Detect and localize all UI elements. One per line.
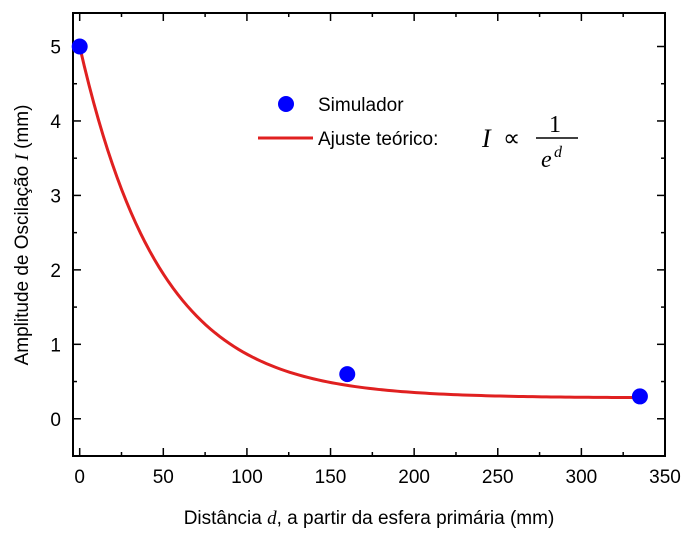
plot-frame — [72, 12, 666, 457]
legend-marker-simulador — [278, 96, 294, 112]
x-tick-label: 50 — [153, 467, 174, 488]
data-points — [71, 38, 648, 405]
legend-formula-exponent: d — [554, 144, 563, 161]
legend: Simulador Ajuste teórico: I ∝ 1 e d — [258, 95, 578, 173]
y-tick-label: 1 — [50, 335, 61, 356]
y-tick-label: 5 — [50, 38, 61, 59]
legend-label-simulador: Simulador — [318, 95, 404, 116]
fit-curve — [78, 46, 640, 400]
y-axis-ticks: 0 1 2 3 4 5 — [50, 38, 665, 457]
x-axis-label: Distância d, a partir da esfera primária… — [184, 508, 555, 529]
y-tick-label: 4 — [50, 112, 61, 133]
x-tick-label: 350 — [649, 467, 681, 488]
x-tick-label: 150 — [315, 467, 347, 488]
x-axis-ticks: 0 50 100 150 200 250 300 350 — [74, 13, 681, 488]
x-tick-label: 100 — [231, 467, 263, 488]
y-tick-label: 3 — [50, 186, 61, 207]
x-tick-label: 0 — [74, 467, 85, 488]
legend-formula-op: ∝ — [503, 126, 520, 152]
y-axis-label: Amplitude de Oscilação I (mm) — [12, 105, 33, 366]
y-tick-label: 0 — [50, 410, 61, 431]
legend-label-ajuste: Ajuste teórico: — [318, 129, 438, 150]
data-point-simulador — [631, 388, 648, 405]
legend-formula-numerator: 1 — [549, 112, 561, 138]
data-point-simulador — [71, 38, 88, 55]
y-tick-label: 2 — [50, 261, 61, 282]
legend-formula-lhs: I — [481, 124, 492, 153]
x-tick-label: 200 — [398, 467, 430, 488]
x-tick-label: 250 — [482, 467, 514, 488]
x-tick-label: 300 — [566, 467, 598, 488]
data-point-simulador — [339, 366, 356, 383]
legend-formula-base: e — [541, 147, 552, 173]
